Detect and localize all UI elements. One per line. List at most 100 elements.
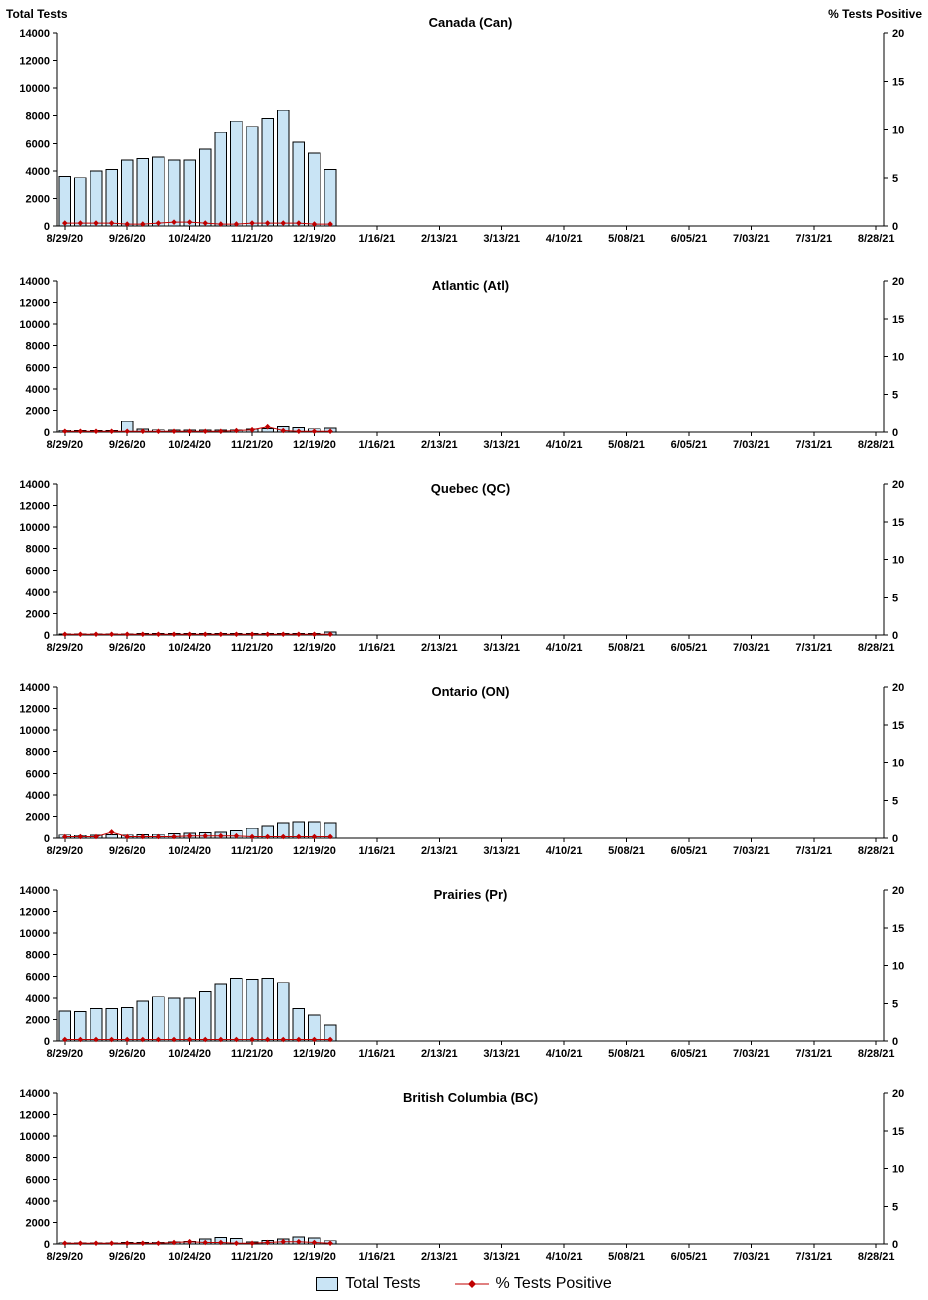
- y-left-tick-label: 4000: [26, 790, 50, 802]
- chart-title: Prairies (Pr): [434, 887, 508, 902]
- pct-positive-marker: [108, 1036, 115, 1043]
- x-tick-label: 2/13/21: [421, 845, 458, 857]
- y-right-axis: 0 5 10 15 20: [884, 28, 904, 233]
- pct-positive-marker: [280, 631, 287, 638]
- y-right-tick-label: 5: [892, 795, 898, 807]
- pct-positive-marker: [296, 631, 302, 638]
- x-tick-label: 8/29/20: [46, 439, 83, 451]
- pct-positive-marker: [108, 220, 115, 226]
- x-tick-label: 6/05/21: [671, 845, 708, 857]
- pct-positive-marker: [108, 631, 115, 638]
- pct-positive-marker: [327, 1240, 333, 1247]
- x-tick-label: 4/10/21: [546, 439, 583, 451]
- total-tests-bar: [277, 109, 290, 227]
- total-tests-bar: [323, 169, 337, 227]
- total-tests-bar: [167, 159, 181, 227]
- total-tests-bar: [136, 157, 150, 227]
- pct-positive-marker: [202, 631, 209, 638]
- total-tests-bar: [230, 977, 243, 1042]
- y-left-tick-label: 0: [44, 630, 50, 642]
- y-right-axis: 0 5 10 15 20: [884, 276, 904, 439]
- x-tick-label: 7/31/21: [795, 233, 832, 245]
- x-tick-label: 8/28/21: [858, 233, 895, 245]
- y-left-tick-label: 10000: [19, 1131, 50, 1143]
- x-tick-label: 9/26/20: [109, 1048, 146, 1060]
- y-right-tick-label: 20: [892, 479, 904, 491]
- pct-positive-marker: [93, 1240, 99, 1247]
- pct-positive-marker: [280, 1036, 287, 1043]
- pct-positive-marker: [249, 220, 255, 226]
- x-tick-label: 4/10/21: [546, 233, 583, 245]
- x-tick-label: 7/03/21: [733, 1048, 770, 1060]
- x-tick-label: 5/08/21: [608, 642, 645, 654]
- total-tests-bar: [74, 177, 87, 227]
- pct-positive-series: [62, 631, 333, 638]
- x-tick-label: 1/16/21: [359, 439, 396, 451]
- y-left-tick-label: 4000: [26, 993, 50, 1005]
- x-tick-label: 8/29/20: [46, 1048, 83, 1060]
- pct-positive-marker: [124, 428, 131, 435]
- y-left-tick-label: 12000: [19, 298, 50, 310]
- pct-positive-marker: [124, 221, 131, 227]
- chart-title: Atlantic (Atl): [432, 278, 509, 293]
- pct-positive-marker: [140, 221, 146, 227]
- x-tick-label: 11/21/20: [231, 1048, 273, 1060]
- x-tick-label: 8/29/20: [46, 642, 83, 654]
- total-tests-bar: [292, 1008, 306, 1042]
- y-left-tick-label: 6000: [26, 138, 50, 150]
- y-left-axis: 0 2000 4000 6000 8000 10000 12000 14000: [19, 28, 57, 233]
- x-tick-label: 10/24/20: [168, 642, 211, 654]
- pct-positive-marker: [186, 832, 193, 839]
- y-left-tick-label: 0: [44, 221, 50, 233]
- x-tick-label: 10/24/20: [168, 233, 211, 245]
- y-left-tick-label: 10000: [19, 522, 50, 534]
- x-tick-label: 4/10/21: [546, 1251, 583, 1263]
- x-tick-label: 1/16/21: [359, 1048, 396, 1060]
- y-right-axis: 0 5 10 15 20: [884, 1088, 904, 1251]
- pct-positive-marker: [280, 427, 287, 434]
- y-left-tick-label: 6000: [26, 1174, 50, 1186]
- total-tests-bar: [105, 834, 118, 839]
- pct-positive-marker: [77, 631, 84, 638]
- x-tick-label: 6/05/21: [671, 439, 708, 451]
- pct-positive-marker: [124, 631, 131, 638]
- y-right-tick-label: 10: [892, 555, 904, 567]
- y-left-tick-label: 14000: [19, 885, 50, 897]
- y-left-axis: 0 2000 4000 6000 8000 10000 12000 14000: [19, 682, 57, 845]
- y-right-tick-label: 15: [892, 76, 904, 88]
- x-tick-label: 1/16/21: [359, 642, 396, 654]
- total-tests-bar: [277, 982, 290, 1042]
- chart-british-columbia: British Columbia (BC) 0 2000 4000 6000 8000 10…: [19, 1088, 904, 1263]
- pct-positive-marker: [311, 221, 318, 227]
- y-right-tick-label: 15: [892, 314, 904, 326]
- total-tests-bar: [167, 997, 181, 1042]
- x-tick-label: 12/19/20: [293, 1251, 336, 1263]
- y-right-tick-label: 20: [892, 682, 904, 694]
- y-left-tick-label: 14000: [19, 28, 50, 40]
- x-tick-label: 11/21/20: [231, 1251, 273, 1263]
- pct-positive-marker: [218, 832, 224, 839]
- y-right-tick-label: 15: [892, 1126, 904, 1138]
- pct-positive-line: [64, 426, 331, 432]
- right-axis-title: % Tests Positive: [828, 7, 922, 21]
- pct-positive-series: [62, 423, 333, 435]
- x-axis: 8/29/20 9/26/20 10/24/20 11/21/20 12/19/20 1/…: [46, 635, 895, 654]
- pct-positive-marker: [77, 1240, 84, 1247]
- x-tick-label: 1/16/21: [359, 233, 396, 245]
- y-left-tick-label: 6000: [26, 971, 50, 983]
- y-left-tick-label: 2000: [26, 1217, 50, 1229]
- total-tests-bar: [261, 977, 274, 1042]
- x-tick-label: 2/13/21: [421, 642, 458, 654]
- y-left-tick-label: 12000: [19, 1110, 50, 1122]
- x-tick-label: 12/19/20: [293, 439, 336, 451]
- x-tick-label: 6/05/21: [671, 1048, 708, 1060]
- total-tests-bar: [198, 990, 212, 1042]
- total-tests-bars: [58, 420, 337, 433]
- y-left-tick-label: 6000: [26, 768, 50, 780]
- y-right-tick-label: 15: [892, 517, 904, 529]
- pct-positive-series: [62, 219, 333, 227]
- y-left-axis: 0 2000 4000 6000 8000 10000 12000 14000: [19, 885, 57, 1048]
- pct-positive-line: [64, 221, 331, 225]
- x-tick-label: 7/31/21: [795, 642, 832, 654]
- chart-quebec: Quebec (QC) 0 2000 4000 6000 8000 10000 12000 14…: [19, 479, 904, 654]
